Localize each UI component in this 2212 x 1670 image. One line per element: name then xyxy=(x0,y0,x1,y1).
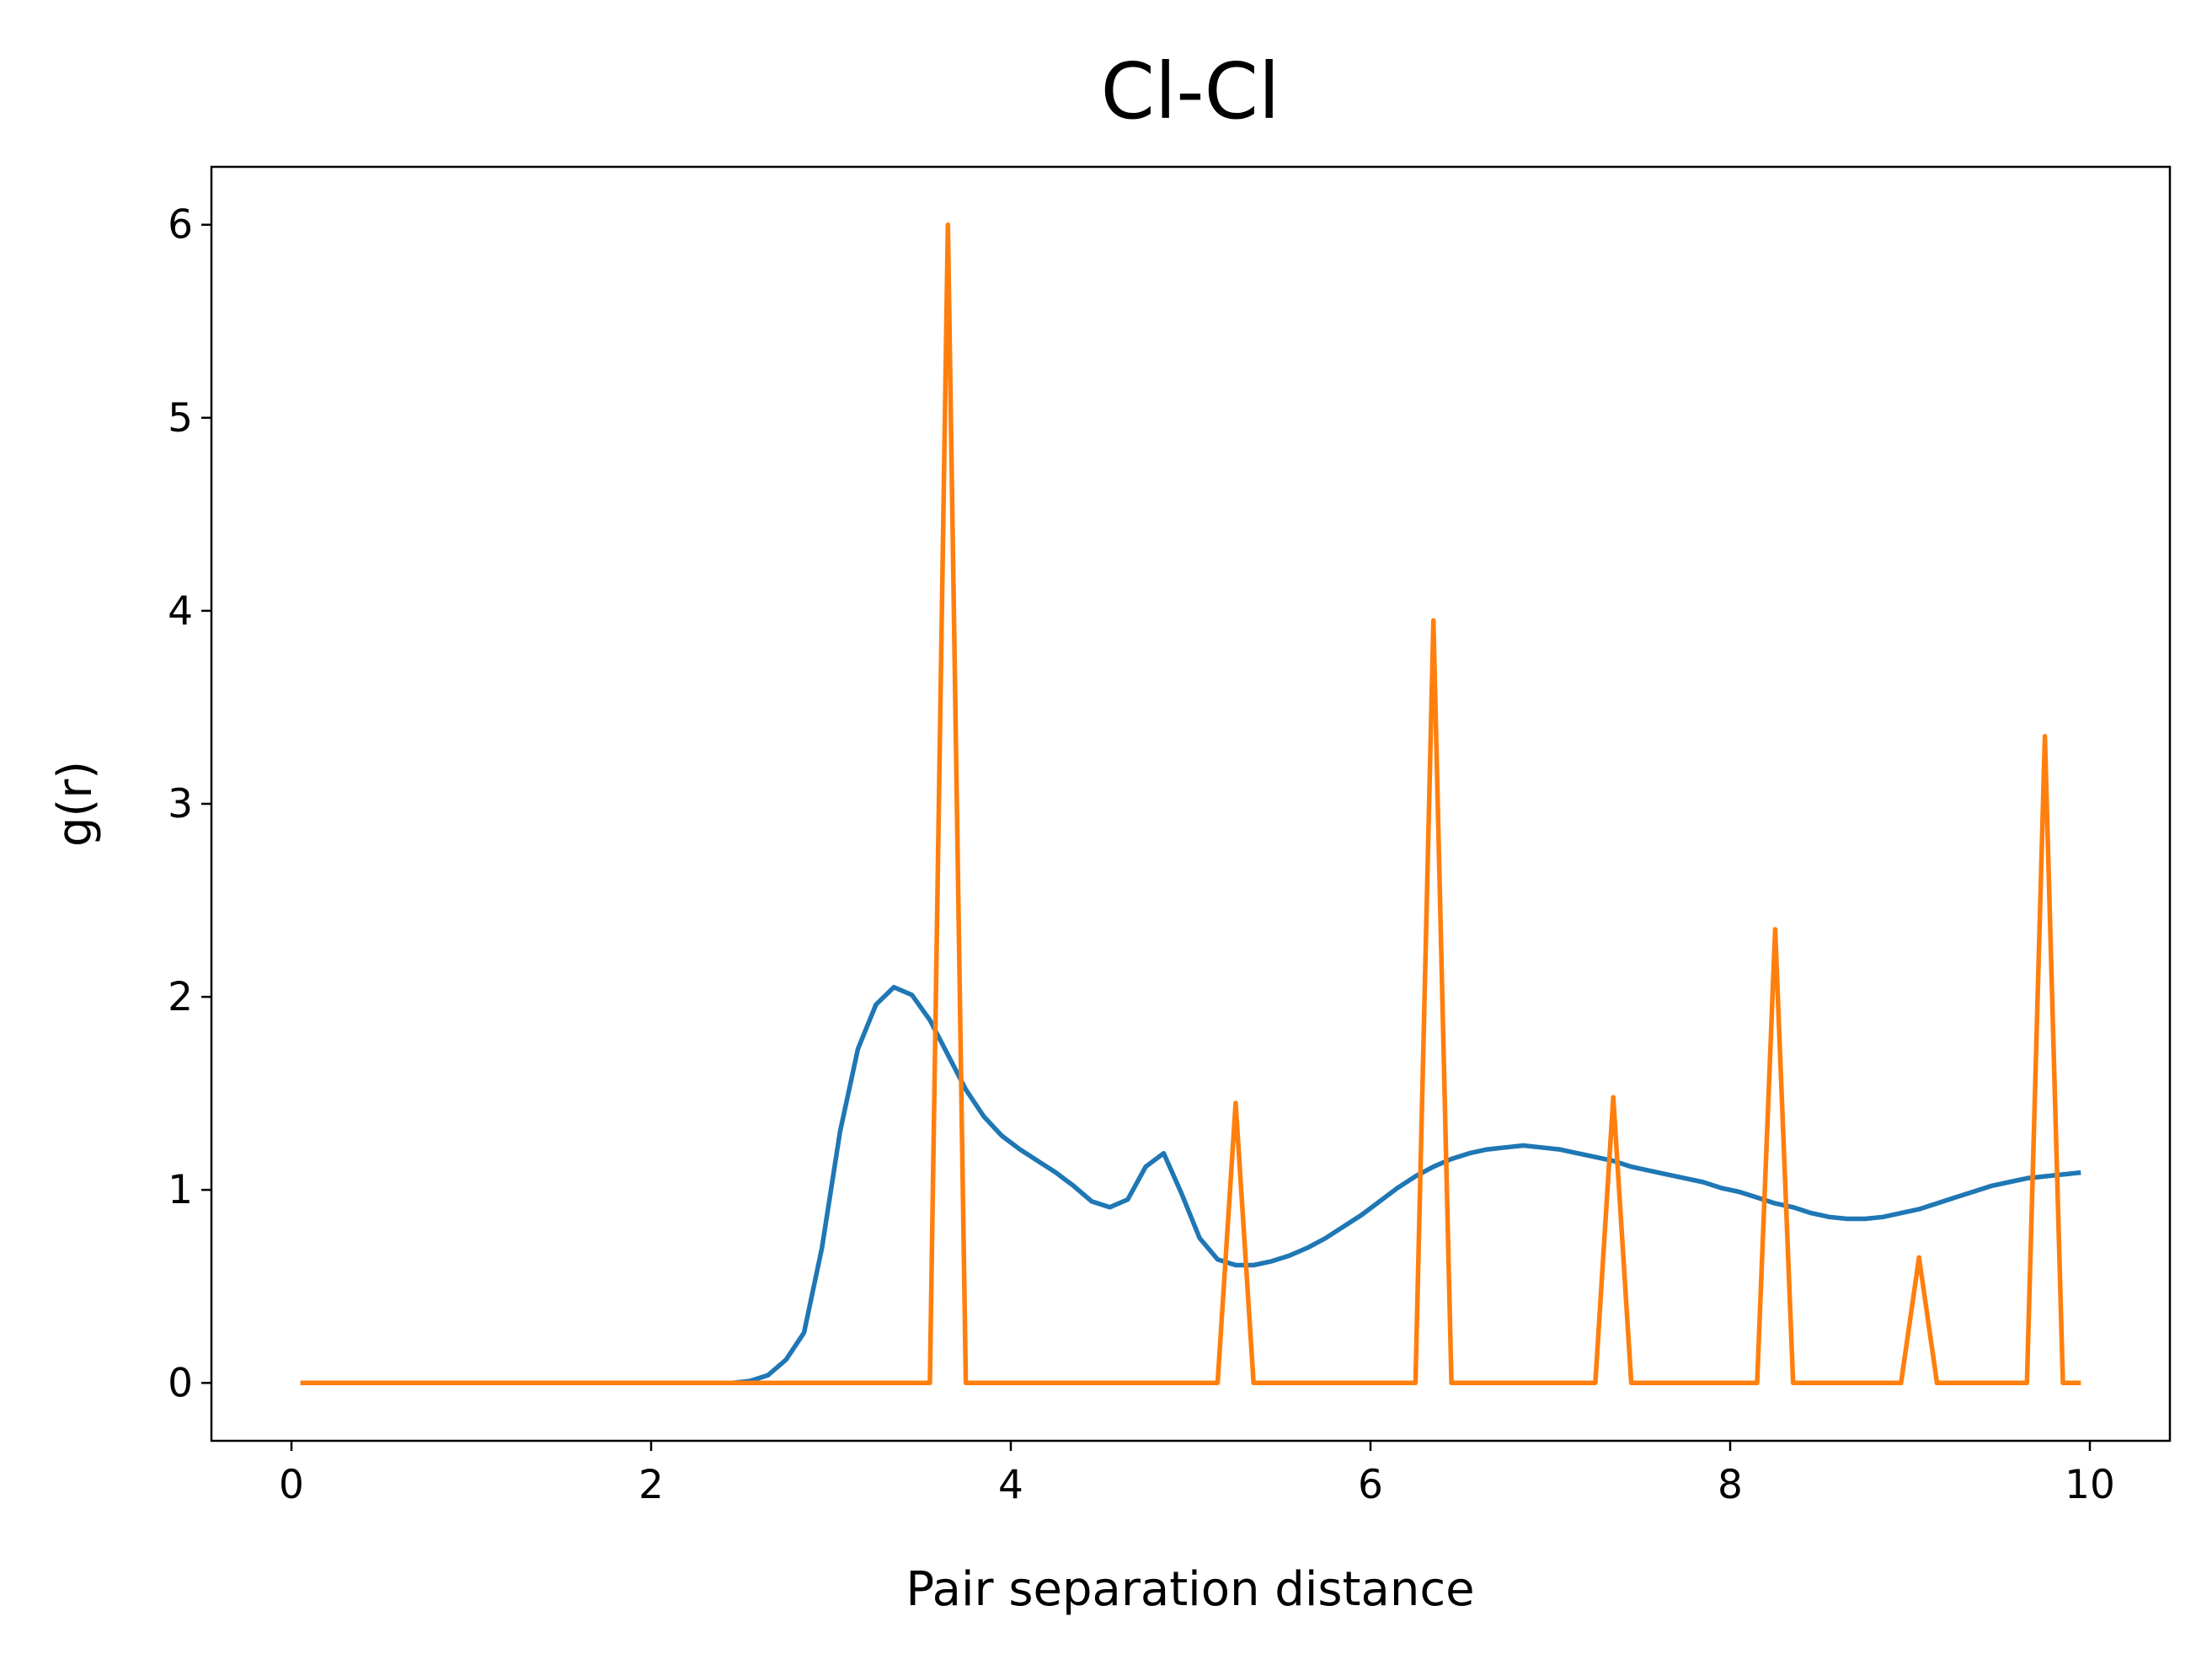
y-tick-label: 6 xyxy=(168,202,193,249)
series-line xyxy=(300,222,2081,1386)
y-axis-label: g(r) xyxy=(48,761,103,847)
chart-title: Cl-Cl xyxy=(1101,46,1280,136)
plot-frame xyxy=(210,165,2172,1443)
y-tick-label: 5 xyxy=(168,395,193,442)
series-line xyxy=(300,984,2081,1386)
y-tick-label: 2 xyxy=(168,974,193,1020)
x-tick-label: 8 xyxy=(1718,1462,1743,1508)
x-tick-label: 2 xyxy=(638,1462,664,1508)
x-tick-label: 0 xyxy=(279,1462,304,1508)
y-tick-label: 0 xyxy=(168,1360,193,1406)
y-tick-label: 4 xyxy=(168,588,193,634)
y-tick-label: 1 xyxy=(168,1167,193,1213)
x-tick-label: 6 xyxy=(1358,1462,1383,1508)
x-tick-label: 10 xyxy=(2065,1462,2115,1508)
y-tick-label: 3 xyxy=(168,781,193,827)
x-axis-label: Pair separation distance xyxy=(906,1562,1474,1617)
x-tick-label: 4 xyxy=(998,1462,1023,1508)
